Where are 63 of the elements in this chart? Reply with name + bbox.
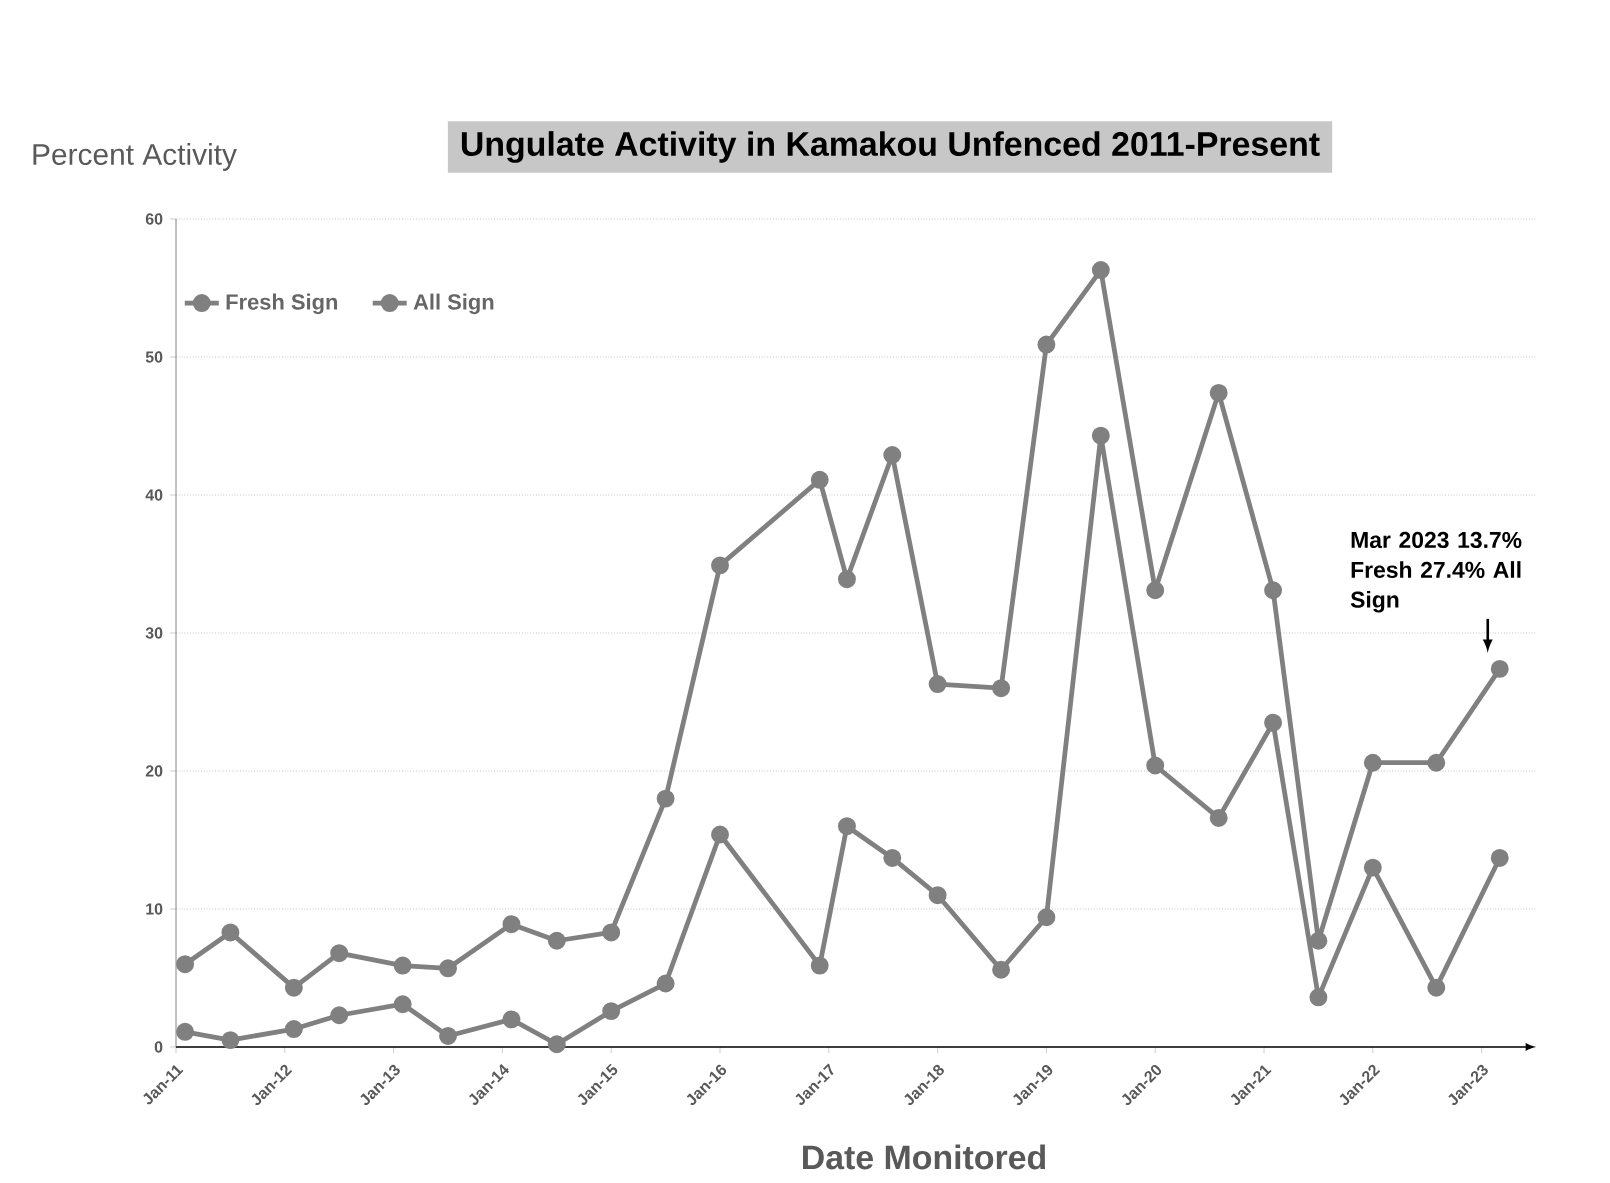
- annotation: Mar 2023 13.7% Fresh 27.4% All Sign: [1350, 531, 1522, 613]
- point: [837, 570, 856, 589]
- point: [330, 944, 349, 963]
- point: [547, 1035, 566, 1054]
- point: [711, 825, 729, 844]
- point: [1091, 261, 1110, 280]
- legend-label: All Sign: [413, 293, 494, 315]
- point: [1363, 858, 1382, 877]
- y-tick-label: 60: [145, 213, 163, 225]
- y-tick-label: 10: [146, 903, 163, 915]
- y-tick-label: 20: [145, 765, 163, 777]
- point: [1037, 335, 1056, 354]
- point: [221, 1031, 240, 1050]
- point: [602, 923, 621, 942]
- y-tick-label: 0: [154, 1041, 163, 1053]
- y-tick-label: 40: [145, 489, 163, 501]
- point: [221, 923, 240, 942]
- point: [1490, 659, 1509, 678]
- point: [810, 956, 829, 975]
- point: [330, 1006, 349, 1025]
- point: [928, 886, 947, 905]
- point: [1363, 753, 1382, 772]
- point: [502, 1010, 521, 1029]
- point: [1490, 848, 1509, 867]
- point: [928, 675, 947, 694]
- point: [439, 959, 457, 978]
- point: [547, 931, 566, 950]
- point: [1209, 383, 1228, 402]
- point: [810, 470, 829, 489]
- point: [1427, 978, 1446, 997]
- x-axis-title: Date Monitored: [803, 1144, 1046, 1170]
- point: [176, 955, 195, 974]
- point: [883, 848, 902, 867]
- point: [602, 1002, 621, 1021]
- y-tick-label: 50: [145, 351, 163, 363]
- point: [502, 915, 521, 934]
- point: [711, 556, 729, 575]
- point: [1146, 581, 1165, 600]
- point: [1209, 808, 1228, 827]
- point: [1309, 931, 1328, 950]
- point: [656, 789, 675, 808]
- point: [883, 446, 902, 464]
- point: [1146, 756, 1165, 775]
- point: [837, 817, 856, 836]
- point: [1264, 581, 1283, 600]
- chart-title: Ungulate Activity in Kamakou Unfenced 2011-Present: [461, 131, 1320, 163]
- point: [393, 956, 412, 975]
- point: [992, 679, 1011, 698]
- point: [1264, 713, 1283, 732]
- point: [176, 1022, 195, 1041]
- y-axis-title: Percent Activity: [33, 143, 237, 171]
- point: [393, 995, 412, 1014]
- point: [284, 1020, 303, 1039]
- point: [1091, 426, 1110, 445]
- legend-label: Fresh Sign: [226, 293, 338, 315]
- point: [284, 978, 303, 997]
- y-tick-label: 30: [145, 627, 163, 639]
- point: [992, 960, 1011, 979]
- point: [1427, 753, 1446, 772]
- point: [1037, 908, 1056, 927]
- point: [656, 974, 675, 993]
- point: [1309, 988, 1328, 1007]
- point: [439, 1026, 457, 1045]
